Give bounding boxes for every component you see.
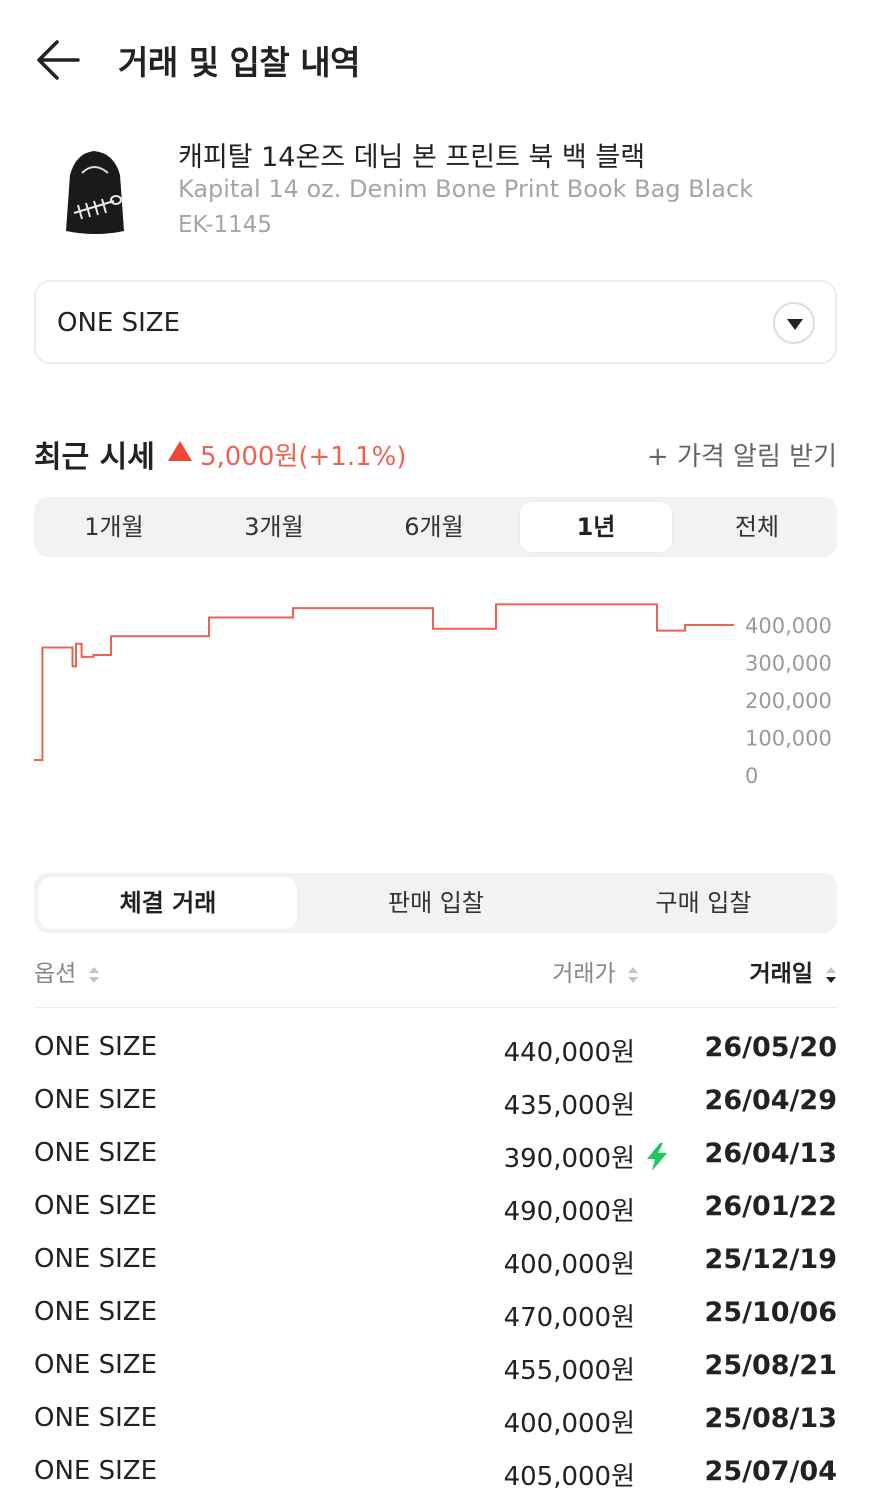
size-select[interactable]: ONE SIZE: [34, 280, 837, 364]
period-tabs: 1개월 3개월 6개월 1년 전체: [34, 497, 837, 557]
tab-sell-bids[interactable]: 판매 입찰: [388, 889, 484, 917]
recent-price-label: 최근 시세: [34, 440, 155, 475]
back-button[interactable]: [30, 35, 86, 85]
tab-buy-bids[interactable]: 구매 입찰: [655, 889, 752, 917]
row-price: 390,000원: [503, 1144, 635, 1174]
row-date: 25/12/19: [704, 1244, 837, 1275]
row-price: 490,000원: [503, 1197, 635, 1227]
row-option: ONE SIZE: [34, 1032, 158, 1062]
price-change-text: 5,000원(+1.1%): [200, 442, 407, 472]
row-option: ONE SIZE: [34, 1297, 158, 1327]
row-option: ONE SIZE: [34, 1138, 158, 1168]
column-date[interactable]: 거래일: [750, 954, 838, 988]
y-tick-label: 200,000: [745, 689, 832, 713]
recent-price-row: 최근 시세 5,000원(+1.1%) + 가격 알림 받기: [34, 430, 837, 476]
row-price: 470,000원: [503, 1303, 635, 1333]
size-select-toggle[interactable]: [773, 302, 815, 344]
table-row: ONE SIZE 400,000원 25/12/19: [34, 1236, 837, 1289]
table-row: ONE SIZE 470,000원 25/10/06: [34, 1289, 837, 1342]
sort-arrows-icon: [628, 966, 638, 983]
row-price: 435,000원: [503, 1091, 635, 1121]
header: 거래 및 입찰 내역: [0, 0, 871, 120]
y-tick-label: 100,000: [745, 727, 832, 751]
column-price[interactable]: 거래가: [552, 954, 639, 988]
row-option: ONE SIZE: [34, 1403, 158, 1433]
price-alert-link[interactable]: + 가격 알림 받기: [646, 442, 837, 472]
table-header: 옵션 거래가 거래일: [34, 948, 837, 1008]
product-summary: 캐피탈 14온즈 데님 본 프린트 북 백 블랙 Kapital 14 oz. …: [0, 125, 871, 245]
column-option[interactable]: 옵션: [34, 954, 100, 988]
tab-all[interactable]: 전체: [734, 513, 780, 541]
product-code: EK-1145: [178, 212, 273, 238]
row-price: 455,000원: [503, 1356, 635, 1386]
row-price: 405,000원: [503, 1462, 635, 1492]
row-date: 25/10/06: [704, 1297, 837, 1328]
product-name-en: Kapital 14 oz. Denim Bone Print Book Bag…: [178, 175, 754, 203]
sort-arrows-icon: [88, 966, 99, 983]
product-name-ko: 캐피탈 14온즈 데님 본 프린트 북 백 블랙: [178, 142, 646, 173]
table-row: ONE SIZE 440,000원 26/05/20: [34, 1024, 837, 1077]
row-price: 400,000원: [503, 1250, 635, 1280]
table-row: ONE SIZE 405,000원 25/07/04: [34, 1448, 837, 1500]
trade-tabs: 체결 거래 판매 입찰 구매 입찰: [34, 873, 837, 933]
page-title: 거래 및 입찰 내역: [118, 43, 361, 82]
row-date: 26/04/13: [704, 1138, 837, 1169]
row-date: 25/07/04: [704, 1456, 837, 1487]
row-option: ONE SIZE: [34, 1244, 158, 1274]
product-image[interactable]: [52, 143, 136, 239]
row-option: ONE SIZE: [34, 1085, 158, 1115]
table-row: ONE SIZE 435,000원 26/04/29: [34, 1077, 837, 1130]
arrow-left-icon: [37, 40, 80, 80]
tab-completed-trades[interactable]: 체결 거래: [39, 877, 297, 929]
table-row: ONE SIZE 455,000원 25/08/21: [34, 1342, 837, 1395]
row-option: ONE SIZE: [34, 1191, 158, 1221]
row-date: 26/04/29: [704, 1085, 837, 1116]
tab-3month[interactable]: 3개월: [244, 513, 304, 541]
lightning-bolt-icon: [647, 1143, 667, 1171]
table-row: ONE SIZE 400,000원 25/08/13: [34, 1395, 837, 1448]
tab-1month[interactable]: 1개월: [84, 513, 144, 541]
price-series-line: [34, 603, 734, 761]
column-price-label: 거래가: [552, 961, 616, 987]
size-select-value: ONE SIZE: [57, 308, 181, 338]
chevron-down-icon: [787, 319, 803, 330]
row-option: ONE SIZE: [34, 1456, 158, 1486]
table-row: ONE SIZE 490,000원 26/01/22: [34, 1183, 837, 1236]
y-tick-label: 300,000: [745, 652, 832, 676]
row-date: 26/01/22: [704, 1191, 837, 1222]
triangle-up-icon: [168, 441, 192, 461]
tab-6month[interactable]: 6개월: [404, 513, 464, 541]
tab-1year[interactable]: 1년: [520, 502, 672, 552]
sort-arrows-icon: [826, 966, 836, 983]
column-option-label: 옵션: [34, 961, 77, 987]
price-chart: 400,000 300,000 200,000 100,000 0: [0, 590, 871, 800]
price-chart-svg: 400,000 300,000 200,000 100,000 0: [34, 603, 832, 788]
row-price: 440,000원: [503, 1038, 635, 1068]
column-date-label: 거래일: [749, 961, 813, 987]
row-date: 26/05/20: [704, 1032, 837, 1063]
y-tick-label: 0: [745, 764, 758, 788]
row-date: 25/08/13: [704, 1403, 837, 1434]
row-option: ONE SIZE: [34, 1350, 158, 1380]
table-row: ONE SIZE 390,000원 26/04/13: [34, 1130, 837, 1183]
row-date: 25/08/21: [704, 1350, 837, 1381]
row-price: 400,000원: [503, 1409, 635, 1439]
y-tick-label: 400,000: [745, 614, 832, 638]
